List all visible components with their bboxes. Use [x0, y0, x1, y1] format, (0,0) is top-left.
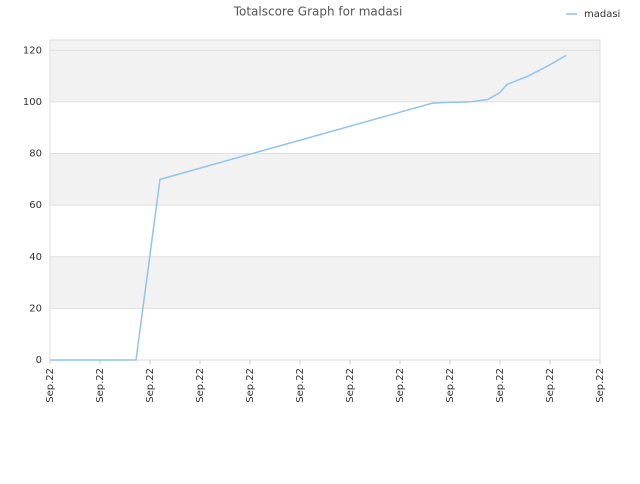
x-tick-label: Sep.22	[445, 368, 456, 403]
x-tick-label: Sep.22	[245, 368, 256, 403]
y-tick-label: 20	[29, 303, 42, 314]
x-tick-label: Sep.22	[145, 368, 156, 403]
x-tick-label: Sep.22	[45, 368, 56, 403]
x-tick-label: Sep.22	[545, 368, 556, 403]
x-tick-label: Sep.22	[495, 368, 506, 403]
legend-label: madasi	[584, 9, 620, 20]
x-tick-label: Sep.22	[95, 368, 106, 403]
plot-border	[49, 39, 601, 361]
band	[50, 40, 600, 51]
chart-title: Totalscore Graph for madasi	[233, 5, 403, 19]
y-tick-label: 60	[29, 200, 42, 211]
band	[50, 50, 600, 102]
x-tick-label: Sep.22	[595, 368, 606, 403]
y-tick-label: 80	[29, 149, 42, 160]
y-tick-label: 0	[36, 355, 42, 366]
x-tick-label: Sep.22	[345, 368, 356, 403]
band	[50, 153, 600, 206]
x-tick-label: Sep.22	[395, 368, 406, 403]
data-line	[50, 54, 567, 361]
y-tick-label: 100	[23, 97, 42, 108]
y-tick-label: 40	[29, 252, 42, 263]
band	[50, 256, 600, 309]
y-tick-label: 120	[23, 45, 42, 56]
x-tick-label: Sep.22	[295, 368, 306, 403]
x-tick-label: Sep.22	[195, 368, 206, 403]
